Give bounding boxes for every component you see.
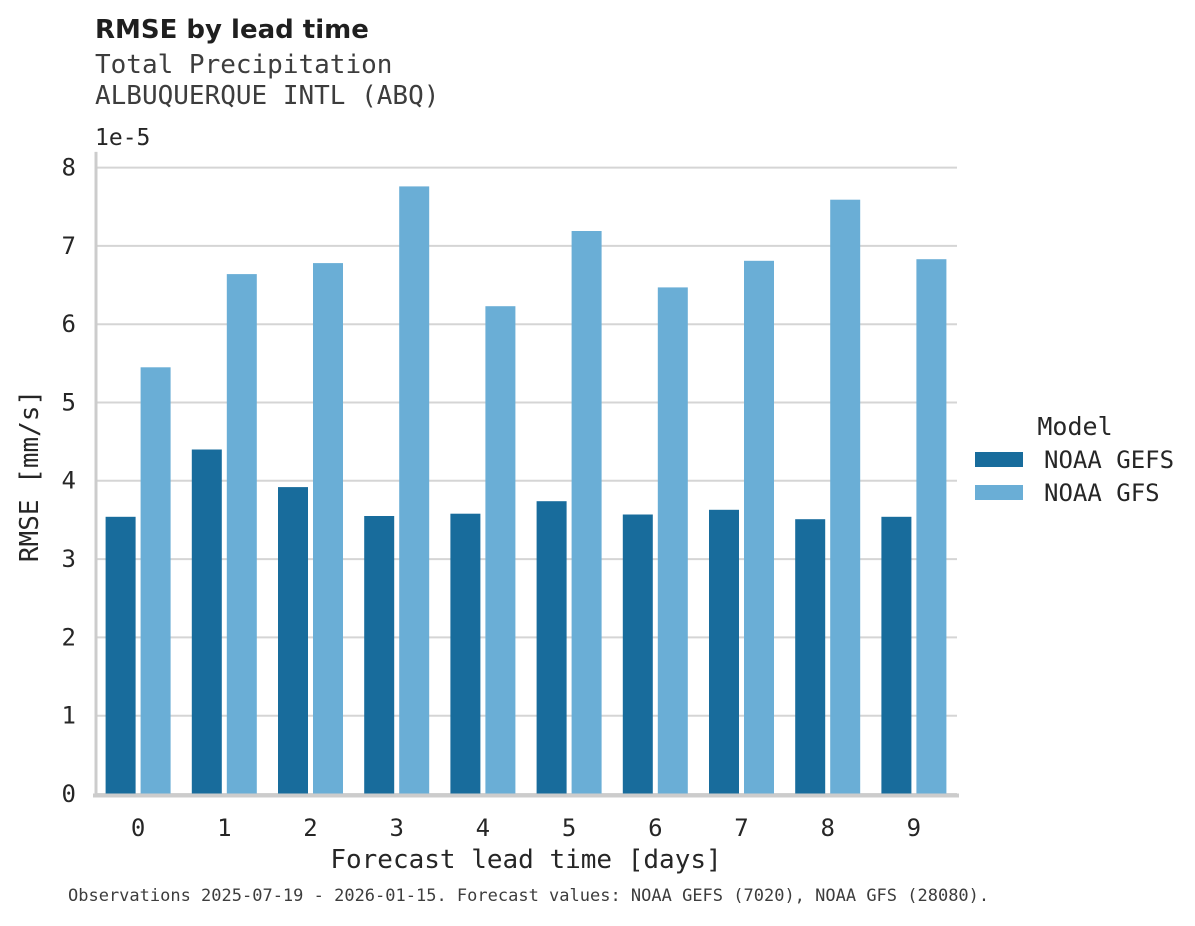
bar-noaa-gefs-lead-1 (191, 449, 222, 794)
x-tick-label-8: 8 (820, 814, 834, 842)
legend-label-gefs: NOAA GEFS (1044, 445, 1175, 474)
x-axis-label: Forecast lead time [days] (330, 845, 722, 875)
y-tick-label-0: 0 (62, 780, 76, 808)
legend: Model NOAA GEFS NOAA GFS (962, 411, 1188, 509)
bar-noaa-gfs-lead-8 (830, 199, 861, 794)
bar-noaa-gfs-lead-4 (485, 306, 516, 794)
legend-label-gfs: NOAA GFS (1044, 478, 1160, 507)
bar-noaa-gefs-lead-3 (364, 516, 395, 794)
bar-noaa-gefs-lead-7 (709, 509, 739, 794)
bar-noaa-gefs-lead-9 (881, 516, 912, 794)
bar-noaa-gefs-lead-5 (536, 501, 567, 794)
x-tick-label-2: 2 (303, 814, 317, 842)
bar-noaa-gfs-lead-9 (916, 259, 947, 794)
bar-noaa-gfs-lead-1 (226, 274, 257, 795)
legend-swatch-gefs-icon (975, 452, 1023, 467)
bar-noaa-gefs-lead-2 (278, 487, 308, 794)
legend-swatch-gfs-icon (975, 485, 1023, 500)
bar-noaa-gefs-lead-4 (450, 513, 481, 794)
x-tick-label-0: 0 (131, 814, 145, 842)
x-tick-label-5: 5 (562, 814, 576, 842)
y-tick-label-8: 8 (62, 154, 76, 182)
bar-noaa-gefs-lead-6 (622, 514, 653, 794)
x-tick-label-7: 7 (734, 814, 748, 842)
y-tick-label-4: 4 (62, 467, 76, 495)
y-axis-offset-text: 1e-5 (95, 125, 151, 151)
bar-noaa-gefs-lead-8 (795, 519, 826, 794)
y-tick-label-5: 5 (62, 388, 76, 416)
bar-noaa-gefs-lead-0 (105, 516, 136, 794)
legend-title: Model (1037, 412, 1113, 441)
bar-noaa-gfs-lead-3 (399, 186, 430, 794)
bar-noaa-gfs-lead-5 (571, 231, 602, 794)
figure-caption: Observations 2025-07-19 - 2026-01-15. Fo… (68, 886, 990, 906)
y-tick-label-6: 6 (62, 310, 76, 338)
chart-title: RMSE by lead time (95, 15, 369, 45)
y-tick-label-2: 2 (62, 623, 76, 651)
legend-entry-noaa-gefs: NOAA GEFS (962, 443, 1188, 476)
bar-noaa-gfs-lead-0 (140, 367, 171, 794)
bar-noaa-gfs-lead-6 (657, 287, 688, 794)
chart-subtitle: Total Precipitation ALBUQUERQUE INTL (AB… (95, 50, 439, 112)
x-tick-label-3: 3 (389, 814, 403, 842)
chart-subtitle-variable: Total Precipitation (95, 50, 393, 80)
y-tick-label-3: 3 (62, 545, 76, 573)
y-tick-label-1: 1 (62, 702, 76, 730)
legend-entry-noaa-gfs: NOAA GFS (962, 476, 1188, 509)
y-tick-label-7: 7 (62, 232, 76, 260)
y-axis-label: RMSE [mm/s] (15, 389, 45, 563)
bar-noaa-gfs-lead-2 (313, 263, 343, 795)
x-tick-label-1: 1 (217, 814, 231, 842)
chart-subtitle-station: ALBUQUERQUE INTL (ABQ) (95, 81, 440, 111)
x-tick-label-6: 6 (648, 814, 662, 842)
x-tick-label-4: 4 (476, 814, 490, 842)
x-tick-label-9: 9 (907, 814, 921, 842)
bar-noaa-gfs-lead-7 (744, 260, 774, 794)
